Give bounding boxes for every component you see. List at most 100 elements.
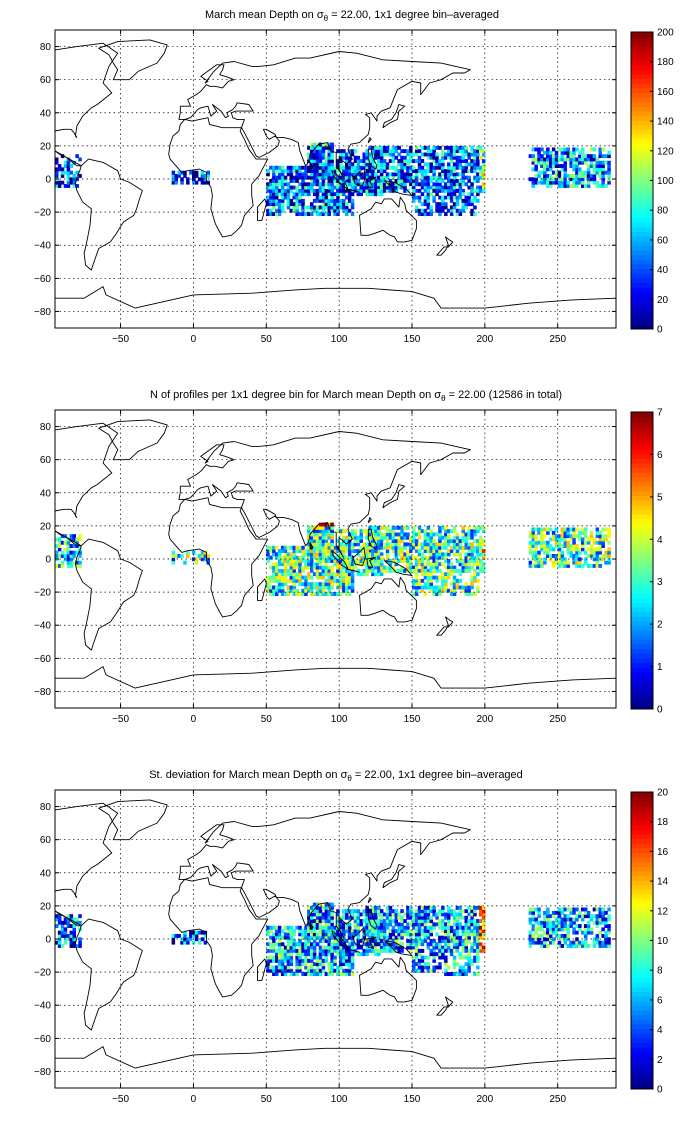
data-cell: [414, 932, 419, 937]
data-cell: [452, 185, 457, 190]
data-cell: [330, 915, 334, 920]
data-cell: [339, 552, 343, 557]
data-cell: [69, 544, 74, 548]
data-cell: [353, 535, 358, 540]
data-cell: [557, 564, 562, 568]
data-cell: [601, 170, 605, 175]
data-cell: [464, 932, 468, 937]
data-cell: [78, 534, 82, 539]
data-cell: [429, 572, 433, 577]
data-cell: [400, 165, 404, 170]
data-cell: [336, 549, 340, 553]
colorbar-segment: [631, 277, 653, 284]
data-cell: [534, 537, 538, 542]
data-cell: [592, 177, 597, 182]
data-cell: [607, 180, 611, 185]
data-cell: [551, 930, 556, 935]
data-cell: [298, 182, 302, 187]
data-cell: [409, 948, 413, 953]
data-cell: [345, 539, 349, 543]
data-cell: [560, 164, 565, 168]
data-cell: [283, 925, 288, 930]
data-cell: [266, 965, 270, 970]
data-cell: [438, 939, 442, 943]
data-cell: [589, 930, 594, 935]
data-cell: [589, 530, 594, 535]
data-cell: [347, 568, 352, 573]
data-cell: [356, 172, 361, 177]
colorbar-tick-label: 4: [657, 535, 663, 546]
data-cell: [295, 195, 299, 200]
data-cell: [473, 955, 477, 960]
colorbar-segment: [631, 597, 653, 603]
data-cell: [292, 932, 296, 937]
colorbar-segment: [631, 796, 653, 802]
data-cell: [374, 565, 378, 570]
data-cell: [321, 212, 326, 216]
colorbar-segment: [631, 815, 653, 821]
data-cell: [307, 942, 311, 947]
colorbar-segment: [631, 439, 653, 445]
data-cell: [269, 565, 273, 570]
data-cell: [345, 592, 349, 596]
data-cell: [449, 182, 454, 187]
data-cell: [403, 929, 407, 933]
data-cell: [194, 560, 199, 565]
data-cell: [391, 559, 396, 563]
data-cell: [272, 572, 276, 577]
data-cell: [534, 907, 538, 912]
data-cell: [342, 942, 346, 947]
data-cell: [452, 932, 457, 937]
data-cell: [385, 912, 390, 917]
data-cell: [394, 942, 398, 947]
data-cell: [368, 182, 372, 187]
data-cell: [304, 942, 308, 947]
data-cell: [540, 157, 544, 162]
data-cell: [481, 929, 486, 933]
data-cell: [598, 167, 602, 172]
data-cell: [301, 592, 305, 596]
data-cell: [69, 560, 74, 565]
data-cell: [312, 159, 317, 163]
colorbar-segment: [631, 435, 653, 441]
data-cell: [540, 927, 544, 932]
data-cell: [347, 549, 352, 553]
data-cell: [581, 180, 585, 185]
data-cell: [598, 170, 602, 175]
data-cell: [374, 552, 378, 557]
data-cell: [406, 169, 410, 173]
data-cell: [429, 968, 433, 973]
data-cell: [321, 202, 326, 207]
colorbar-segment: [631, 602, 653, 608]
data-cell: [295, 555, 299, 560]
data-cell: [449, 529, 454, 534]
data-cell: [435, 205, 439, 210]
data-cell: [409, 159, 413, 163]
data-cell: [449, 212, 454, 216]
data-cell: [546, 154, 550, 159]
data-cell: [321, 192, 326, 197]
data-cell: [275, 175, 279, 180]
data-cell: [406, 559, 410, 563]
data-cell: [359, 172, 363, 177]
data-cell: [356, 912, 361, 917]
data-cell: [307, 972, 311, 976]
data-cell: [60, 920, 65, 925]
colorbar-segment: [631, 541, 653, 548]
data-cell: [473, 932, 477, 937]
data-cell: [447, 529, 451, 534]
data-cell: [583, 157, 588, 162]
data-cell: [318, 972, 323, 976]
data-cell: [315, 552, 320, 557]
colorbar-segment: [631, 894, 653, 900]
data-cell: [321, 968, 326, 973]
data-cell: [592, 164, 597, 168]
data-cell: [186, 554, 190, 558]
data-cell: [423, 575, 428, 580]
data-cell: [391, 155, 396, 160]
data-cell: [554, 160, 559, 165]
data-cell: [304, 188, 308, 193]
data-cell: [333, 948, 337, 953]
colorbar-segment: [631, 866, 653, 872]
data-cell: [391, 925, 396, 930]
